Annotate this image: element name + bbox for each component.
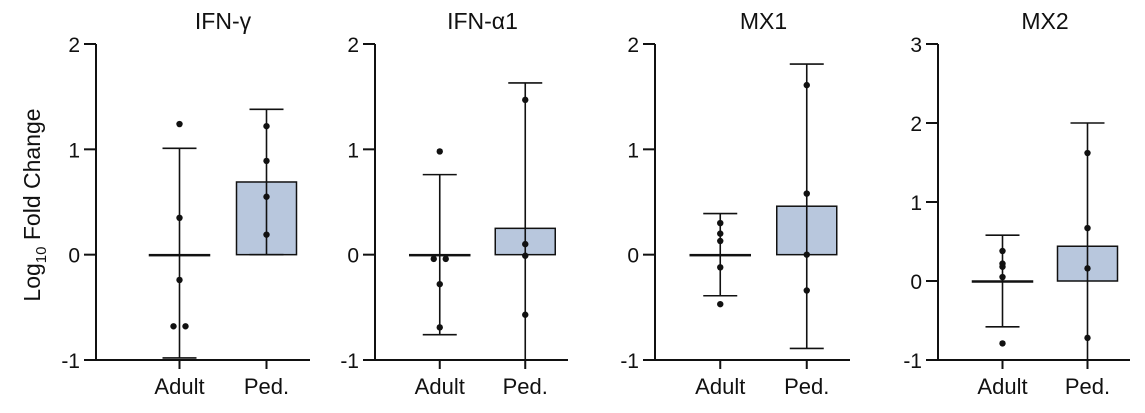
data-point — [999, 263, 1006, 270]
y-tick-label: 2 — [627, 34, 639, 57]
data-point — [1084, 265, 1091, 272]
y-tick-label: 1 — [910, 192, 922, 215]
y-axis-label: Log10 Fold Change — [19, 108, 50, 301]
data-point — [176, 120, 183, 128]
x-tick-label: Adult — [977, 374, 1027, 399]
y-tick-label: 1 — [347, 139, 359, 162]
chart-title: MX1 — [740, 8, 787, 34]
data-point — [436, 148, 443, 155]
x-tick-label: Adult — [415, 374, 465, 399]
data-point — [717, 230, 724, 237]
data-point — [522, 311, 529, 318]
y-tick-label: 1 — [68, 139, 80, 162]
x-tick-label: Adult — [154, 374, 204, 399]
y-tick-label: 2 — [910, 113, 922, 136]
data-point — [803, 287, 810, 294]
data-point — [803, 251, 810, 258]
data-point — [170, 323, 177, 330]
y-tick-label: 0 — [68, 245, 80, 268]
chart-title: IFN-α1 — [447, 8, 518, 34]
y-tick-label: 1 — [627, 139, 639, 162]
chart-panel-4: MX2 -1 0 1 2 3 Adult Ped. — [903, 8, 1130, 399]
data-point — [176, 214, 183, 221]
x-tick-label: Adult — [695, 374, 745, 399]
x-tick-label: Ped. — [1065, 374, 1110, 399]
y-tick-label: 0 — [910, 271, 922, 294]
data-point — [717, 219, 724, 227]
y-tick-label: -1 — [620, 350, 639, 373]
chart-panel-1: IFN-γ -1 0 1 2 Adult Ped. — [61, 8, 310, 399]
chart-title: MX2 — [1021, 8, 1068, 34]
data-point — [263, 193, 270, 200]
y-tick-label: -1 — [903, 350, 922, 373]
chart-panel-2: IFN-α1 -1 0 1 2 Adult Ped. — [340, 8, 568, 399]
data-point — [436, 280, 443, 288]
data-point — [263, 231, 270, 238]
data-point — [263, 157, 270, 165]
data-point — [999, 273, 1006, 281]
y-tick-label: 0 — [347, 245, 359, 268]
data-point — [522, 252, 529, 259]
data-point — [522, 96, 529, 104]
data-point — [999, 340, 1006, 347]
data-point — [176, 276, 183, 284]
data-point — [1084, 224, 1091, 232]
y-tick-label: 0 — [627, 245, 639, 268]
y-tick-label: -1 — [340, 350, 359, 373]
y-tick-label: 2 — [68, 34, 80, 57]
data-point — [263, 122, 270, 130]
y-axis-label-rest: Fold Change — [19, 108, 45, 246]
y-tick-label: 3 — [910, 34, 922, 57]
data-point — [717, 264, 724, 271]
x-tick-label: Ped. — [244, 374, 289, 399]
data-point — [436, 324, 443, 331]
data-point — [442, 255, 449, 263]
data-point — [717, 300, 724, 308]
y-axis-label-main: Log — [19, 263, 45, 301]
data-point — [1084, 334, 1091, 342]
chart-panel-3: MX1 -1 0 1 2 Adult Ped. — [620, 8, 850, 399]
data-point — [803, 190, 810, 197]
x-tick-label: Ped. — [784, 374, 829, 399]
chart-title: IFN-γ — [195, 8, 252, 34]
x-tick-label: Ped. — [503, 374, 548, 399]
y-tick-label: 2 — [347, 34, 359, 57]
data-point — [803, 81, 810, 89]
y-axis-label-subscript: 10 — [33, 247, 50, 264]
data-point — [1084, 149, 1091, 157]
global-layer: Log10 Fold Change — [19, 108, 50, 301]
data-point — [717, 237, 724, 245]
data-point — [522, 240, 529, 248]
data-point — [430, 255, 437, 263]
y-tick-label: -1 — [61, 350, 80, 373]
data-point — [182, 323, 189, 330]
data-point — [999, 247, 1006, 255]
